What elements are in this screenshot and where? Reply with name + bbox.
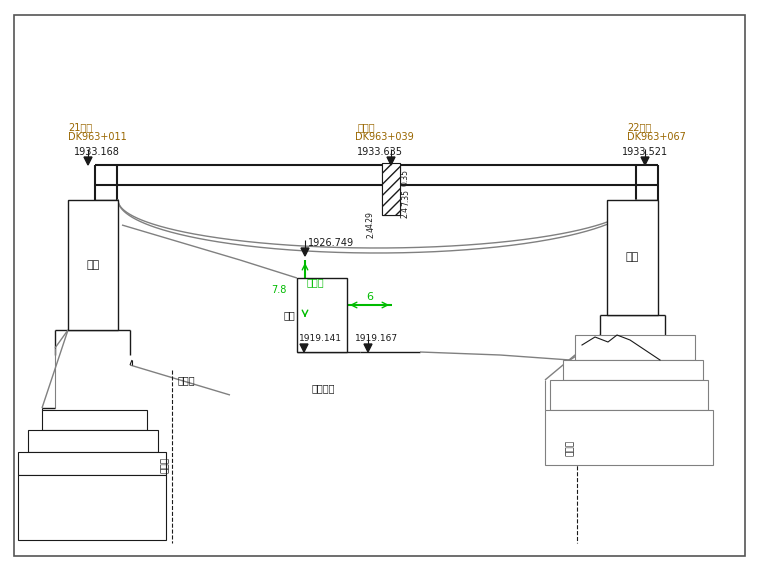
Polygon shape xyxy=(301,248,309,256)
Polygon shape xyxy=(641,157,649,165)
Text: 1933.521: 1933.521 xyxy=(622,147,668,157)
Text: 0.35: 0.35 xyxy=(401,169,410,186)
Text: 7.35: 7.35 xyxy=(401,189,410,206)
Text: 21号墅: 21号墅 xyxy=(68,122,92,132)
Text: 1933.168: 1933.168 xyxy=(74,147,120,157)
Bar xyxy=(545,410,713,465)
Bar xyxy=(382,163,400,215)
Text: 陕海铁路: 陕海铁路 xyxy=(312,383,335,393)
Bar xyxy=(42,410,147,430)
Bar xyxy=(550,380,708,410)
Text: DK963+011: DK963+011 xyxy=(68,132,127,142)
Text: 22号墅: 22号墅 xyxy=(627,122,651,132)
Text: 7.8: 7.8 xyxy=(271,285,287,295)
Text: 开振线: 开振线 xyxy=(160,457,169,473)
Polygon shape xyxy=(387,157,395,165)
Text: DK963+067: DK963+067 xyxy=(627,132,686,142)
Text: 桓殣: 桓殣 xyxy=(283,310,295,320)
Text: DK963+039: DK963+039 xyxy=(355,132,413,142)
Text: 4.29: 4.29 xyxy=(366,211,375,229)
Bar xyxy=(28,430,158,452)
Bar xyxy=(607,200,658,315)
Bar xyxy=(563,360,703,380)
Polygon shape xyxy=(84,157,92,165)
Polygon shape xyxy=(300,344,308,352)
Text: 1919.141: 1919.141 xyxy=(299,334,342,343)
Polygon shape xyxy=(364,344,372,352)
Text: 1926.749: 1926.749 xyxy=(308,238,354,248)
Text: 1919.167: 1919.167 xyxy=(355,334,398,343)
Text: 接触网: 接触网 xyxy=(307,277,325,287)
Text: 1933.635: 1933.635 xyxy=(357,147,403,157)
Text: 墅身: 墅身 xyxy=(626,253,639,263)
Text: 开振线: 开振线 xyxy=(565,440,575,456)
Bar xyxy=(575,335,695,360)
Text: 2.4: 2.4 xyxy=(401,206,410,218)
Text: 2.4: 2.4 xyxy=(366,226,375,238)
Text: 6: 6 xyxy=(366,292,373,302)
Bar xyxy=(297,278,347,352)
Bar xyxy=(18,475,166,540)
Bar xyxy=(68,200,118,330)
Text: 柏油路: 柏油路 xyxy=(178,375,195,385)
Text: 墅身: 墅身 xyxy=(87,260,100,270)
Text: 合拢处: 合拢处 xyxy=(358,122,375,132)
Bar xyxy=(18,452,166,475)
